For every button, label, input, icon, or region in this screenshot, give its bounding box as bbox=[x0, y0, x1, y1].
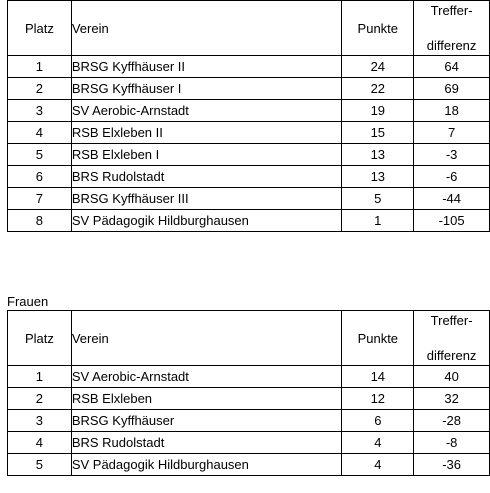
cell-punkte: 12 bbox=[341, 387, 415, 410]
cell-verein: SV Pädagogik Hildburghausen bbox=[70, 209, 343, 232]
cell-punkte: 4 bbox=[341, 453, 415, 476]
cell-verein: BRSG Kyffhäuser II bbox=[70, 55, 343, 78]
cell-punkte: 5 bbox=[341, 187, 415, 210]
table-row: 3 BRSG Kyffhäuser 6 -28 bbox=[7, 409, 490, 432]
cell-verein: BRS Rudolstadt bbox=[70, 165, 343, 188]
cell-platz: 3 bbox=[7, 409, 72, 432]
table-row: 5 SV Pädagogik Hildburghausen 4 -36 bbox=[7, 453, 490, 476]
cell-verein: RSB Elxleben II bbox=[70, 121, 343, 144]
table-row: 2 BRSG Kyffhäuser I 22 69 bbox=[7, 77, 490, 100]
cell-platz: 8 bbox=[7, 209, 72, 232]
section-title-frauen: Frauen bbox=[7, 294, 49, 309]
header-diff-line2: differenz bbox=[426, 348, 477, 363]
cell-trefferdifferenz: -6 bbox=[413, 165, 490, 188]
column-header-trefferdifferenz: Treffer- differenz bbox=[413, 310, 490, 366]
cell-platz: 2 bbox=[7, 387, 72, 410]
cell-verein: SV Pädagogik Hildburghausen bbox=[70, 453, 343, 476]
column-header-verein: Verein bbox=[70, 0, 343, 56]
cell-platz: 7 bbox=[7, 187, 72, 210]
cell-punkte: 19 bbox=[341, 99, 415, 122]
column-header-punkte: Punkte bbox=[341, 310, 415, 366]
column-header-trefferdifferenz: Treffer- differenz bbox=[413, 0, 490, 56]
cell-trefferdifferenz: 64 bbox=[413, 55, 490, 78]
standings-table-1: Platz Verein Punkte Treffer- differenz 1… bbox=[7, 0, 490, 232]
cell-punkte: 4 bbox=[341, 431, 415, 454]
cell-punkte: 1 bbox=[341, 209, 415, 232]
cell-punkte: 22 bbox=[341, 77, 415, 100]
column-header-platz: Platz bbox=[7, 310, 72, 366]
column-header-punkte: Punkte bbox=[341, 0, 415, 56]
cell-verein: RSB Elxleben I bbox=[70, 143, 343, 166]
cell-platz: 5 bbox=[7, 453, 72, 476]
cell-trefferdifferenz: -3 bbox=[413, 143, 490, 166]
cell-trefferdifferenz: -105 bbox=[413, 209, 490, 232]
table-row: 1 SV Aerobic-Arnstadt 14 40 bbox=[7, 365, 490, 388]
header-diff-line1: Treffer- bbox=[430, 3, 473, 18]
table-row: 5 RSB Elxleben I 13 -3 bbox=[7, 143, 490, 166]
cell-platz: 1 bbox=[7, 55, 72, 78]
table-row: 7 BRSG Kyffhäuser III 5 -44 bbox=[7, 187, 490, 210]
cell-platz: 4 bbox=[7, 431, 72, 454]
header-diff-line2: differenz bbox=[426, 38, 477, 53]
table-row: 6 BRS Rudolstadt 13 -6 bbox=[7, 165, 490, 188]
cell-platz: 5 bbox=[7, 143, 72, 166]
cell-verein: BRSG Kyffhäuser I bbox=[70, 77, 343, 100]
cell-platz: 2 bbox=[7, 77, 72, 100]
table-row: 4 RSB Elxleben II 15 7 bbox=[7, 121, 490, 144]
cell-punkte: 24 bbox=[341, 55, 415, 78]
table-row: 4 BRS Rudolstadt 4 -8 bbox=[7, 431, 490, 454]
cell-trefferdifferenz: -44 bbox=[413, 187, 490, 210]
table-row: 3 SV Aerobic-Arnstadt 19 18 bbox=[7, 99, 490, 122]
cell-trefferdifferenz: -8 bbox=[413, 431, 490, 454]
cell-verein: SV Aerobic-Arnstadt bbox=[70, 99, 343, 122]
cell-verein: BRSG Kyffhäuser bbox=[70, 409, 343, 432]
table-row: 8 SV Pädagogik Hildburghausen 1 -105 bbox=[7, 209, 490, 232]
cell-punkte: 6 bbox=[341, 409, 415, 432]
header-diff-line1: Treffer- bbox=[430, 313, 473, 328]
cell-trefferdifferenz: 18 bbox=[413, 99, 490, 122]
cell-verein: BRSG Kyffhäuser III bbox=[70, 187, 343, 210]
cell-verein: BRS Rudolstadt bbox=[70, 431, 343, 454]
cell-trefferdifferenz: 40 bbox=[413, 365, 490, 388]
cell-trefferdifferenz: 7 bbox=[413, 121, 490, 144]
cell-punkte: 15 bbox=[341, 121, 415, 144]
cell-punkte: 13 bbox=[341, 143, 415, 166]
column-header-platz: Platz bbox=[7, 0, 72, 56]
cell-platz: 1 bbox=[7, 365, 72, 388]
cell-trefferdifferenz: 32 bbox=[413, 387, 490, 410]
table-header-row: Platz Verein Punkte Treffer- differenz bbox=[7, 310, 490, 366]
cell-verein: SV Aerobic-Arnstadt bbox=[70, 365, 343, 388]
cell-trefferdifferenz: -28 bbox=[413, 409, 490, 432]
cell-punkte: 14 bbox=[341, 365, 415, 388]
column-header-verein: Verein bbox=[70, 310, 343, 366]
table-header-row: Platz Verein Punkte Treffer- differenz bbox=[7, 0, 490, 56]
standings-table-frauen: Platz Verein Punkte Treffer- differenz 1… bbox=[7, 310, 490, 476]
cell-platz: 6 bbox=[7, 165, 72, 188]
cell-punkte: 13 bbox=[341, 165, 415, 188]
table-row: 2 RSB Elxleben 12 32 bbox=[7, 387, 490, 410]
cell-trefferdifferenz: -36 bbox=[413, 453, 490, 476]
table-row: 1 BRSG Kyffhäuser II 24 64 bbox=[7, 55, 490, 78]
cell-trefferdifferenz: 69 bbox=[413, 77, 490, 100]
cell-platz: 3 bbox=[7, 99, 72, 122]
cell-platz: 4 bbox=[7, 121, 72, 144]
cell-verein: RSB Elxleben bbox=[70, 387, 343, 410]
